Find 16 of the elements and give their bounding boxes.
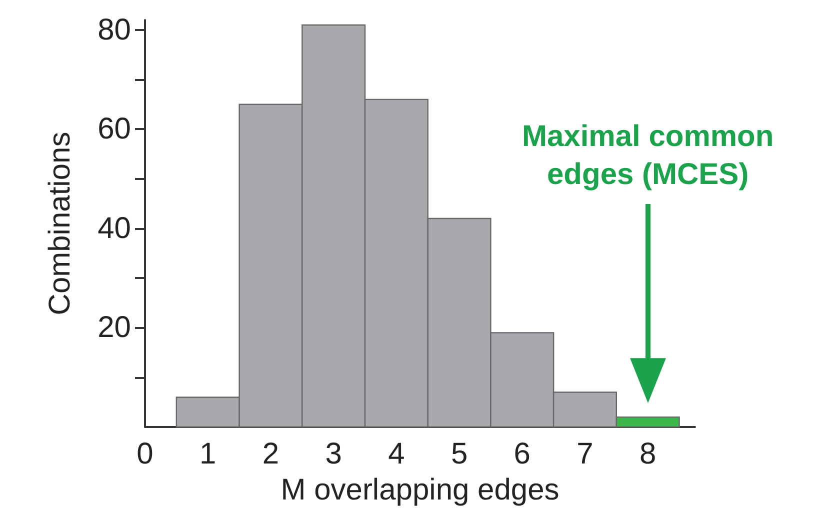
x-axis-title: M overlapping edges	[280, 474, 560, 506]
annotation: Maximal common edges (MCES)	[520, 119, 775, 193]
x-tick-label: 3	[325, 438, 342, 470]
x-tick-label: 5	[450, 438, 468, 470]
x-tick-label: 8	[640, 438, 656, 470]
y-tick-label: 20	[98, 311, 131, 344]
y-tick-label: 40	[98, 212, 131, 245]
x-tick-label: 0	[136, 438, 154, 470]
x-tick-label: 6	[514, 438, 530, 470]
x-tick-label: 2	[262, 438, 280, 470]
y-axis-title: Combinations	[44, 132, 76, 316]
x-tick-label: 4	[388, 438, 405, 470]
x-tick-label: 1	[200, 438, 216, 470]
x-tick-label: 7	[576, 438, 594, 470]
y-tick-label: 60	[98, 112, 131, 146]
y-tick-label: 80	[98, 13, 131, 46]
